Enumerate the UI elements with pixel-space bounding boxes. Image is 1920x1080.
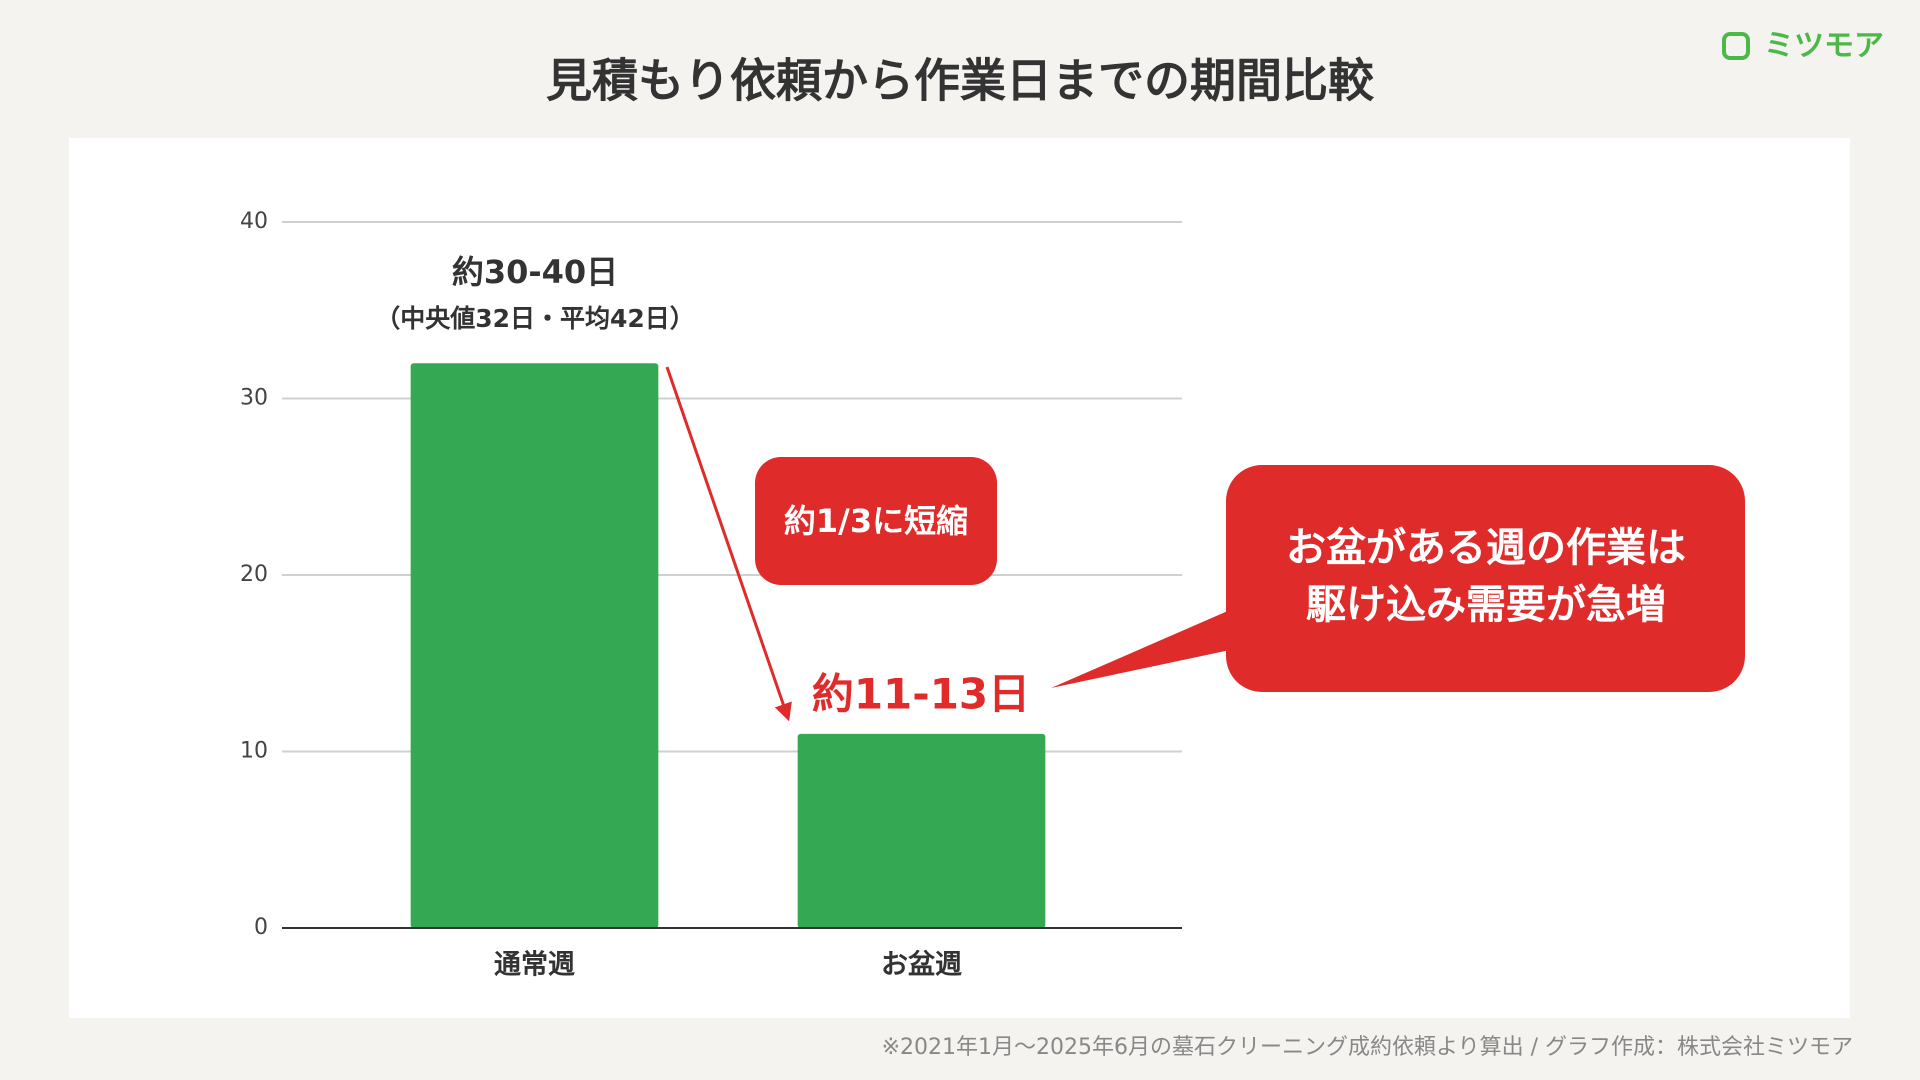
logo-text: ミツモア xyxy=(1764,29,1884,64)
logo-icon xyxy=(1722,32,1750,60)
reduction-box xyxy=(755,457,997,585)
annotation: （中央値32日・平均42日） xyxy=(375,304,695,333)
callout-text: お盆がある週の作業は xyxy=(1286,525,1686,571)
annotation: 約11-13日 xyxy=(812,670,1030,719)
y-tick-label: 40 xyxy=(240,209,268,234)
bar xyxy=(797,733,1046,928)
x-tick-label: 通常週 xyxy=(494,950,575,981)
annotation: 約1/3に短縮 xyxy=(784,502,968,540)
y-tick-label: 10 xyxy=(240,739,268,764)
callout-text: 駆け込み需要が急増 xyxy=(1306,582,1666,628)
footnote: ※2021年1月〜2025年6月の墓石クリーニング成約依頼より算出 / グラフ作… xyxy=(882,1035,1853,1060)
chart-title: 見積もり依頼から作業日までの期間比較 xyxy=(546,54,1375,108)
annotation: 約30-40日 xyxy=(452,253,618,291)
logo: ミツモア xyxy=(1722,29,1884,64)
y-tick-label: 0 xyxy=(254,915,268,940)
plot: 0 10 20 30 40 通常週 お盆週 xyxy=(240,209,1182,981)
y-tick-label: 20 xyxy=(240,562,268,587)
y-tick-label: 30 xyxy=(240,386,268,411)
x-tick-label: お盆週 xyxy=(881,949,962,981)
arrow xyxy=(665,366,792,722)
callout-box xyxy=(1226,465,1745,692)
bar xyxy=(410,363,659,928)
callout-pointer xyxy=(1051,610,1230,688)
